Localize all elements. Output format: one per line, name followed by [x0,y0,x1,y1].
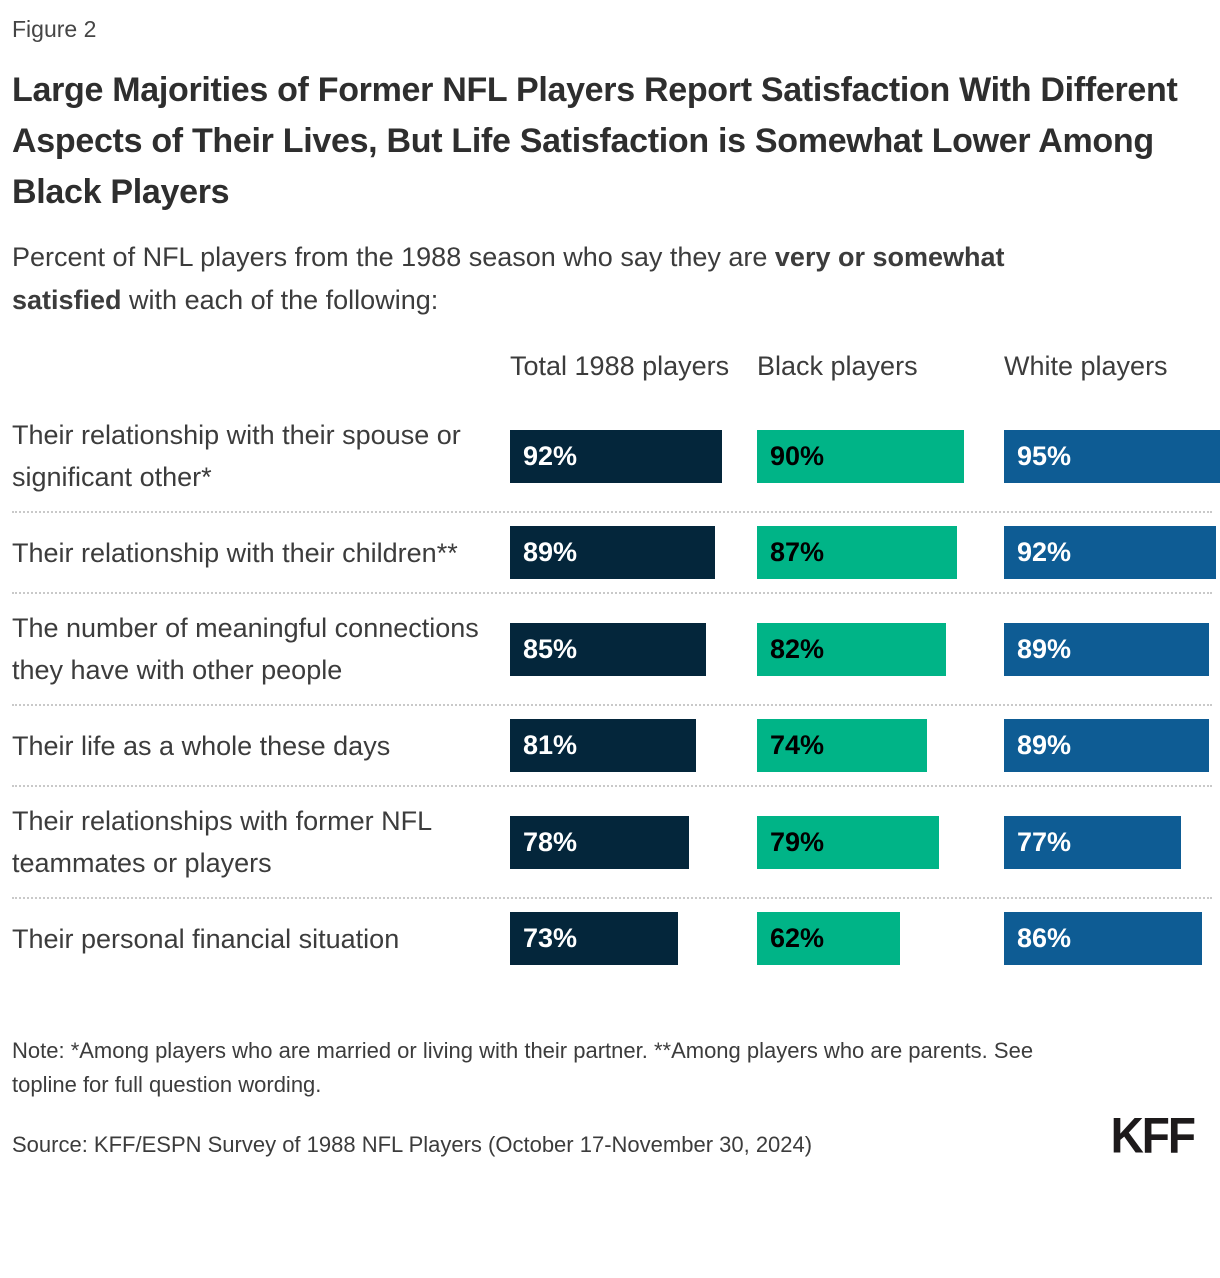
column-header-total-players: Total 1988 players [510,351,730,381]
bar-white-players: 95% [1004,429,1220,483]
bar-cell-total-players: 85% [510,622,740,676]
bar-value-label: 89% [523,537,578,567]
bar-black-players: 79% [757,815,939,869]
footnote: Note: *Among players who are married or … [12,1038,1034,1097]
kff-logo: KFF [1110,1106,1196,1164]
row-label: Their life as a whole these days [12,730,391,761]
bar-value-label: 79% [770,826,825,857]
bar-white-players: 92% [1004,526,1216,579]
bar-cell-white-players: 92% [1004,526,1220,579]
row-label: Their relationships with former NFL team… [12,806,432,878]
bar-value-label: 81% [523,730,578,760]
chart-subtitle: Percent of NFL players from the 1988 sea… [12,236,1112,322]
bar-cell-white-players: 95% [1004,429,1220,483]
bar-white-players: 77% [1004,815,1182,869]
bar-value-label: 86% [1017,923,1072,953]
source-row: Source: KFF/ESPN Survey of 1988 NFL Play… [12,1106,1212,1164]
bar-black-players: 62% [757,912,900,965]
bar-cell-total-players: 92% [510,429,740,483]
row-label: Their relationship with their children** [12,537,458,568]
bar-value-label: 74% [770,730,825,760]
bar-value-label: 78% [523,826,578,857]
bar-black-players: 87% [757,526,958,579]
bar-value-label: 89% [1017,730,1072,760]
table-row: Their relationship with their spouse or … [12,401,1220,511]
column-headers: Total 1988 players Black players White p… [12,348,1212,387]
bar-value-label: 92% [523,440,578,471]
bar-total-players: 89% [510,526,715,579]
bar-cell-white-players: 89% [1004,719,1220,772]
bar-cell-black-players: 79% [757,815,987,869]
bar-black-players: 90% [757,429,964,483]
row-label: Their personal financial situation [12,923,400,954]
bar-value-label: 62% [770,923,825,953]
bar-white-players: 86% [1004,912,1202,965]
subtitle-prefix: Percent of NFL players from the 1988 sea… [12,242,775,272]
chart-rows: Their relationship with their spouse or … [12,401,1220,978]
bar-value-label: 89% [1017,633,1072,664]
bar-cell-white-players: 86% [1004,912,1220,965]
column-header-black-players: Black players [757,351,918,381]
figure-label: Figure 2 [12,16,97,42]
bar-cell-total-players: 81% [510,719,740,772]
table-row: Their personal financial situation 73% 6… [12,897,1212,978]
table-row: Their life as a whole these days 81% 74%… [12,704,1212,785]
bar-cell-black-players: 74% [757,719,987,772]
page-title: Large Majorities of Former NFL Players R… [12,71,1178,211]
bar-cell-black-players: 90% [757,429,987,483]
bar-white-players: 89% [1004,719,1209,772]
bar-value-label: 73% [523,923,578,953]
bar-cell-white-players: 89% [1004,622,1220,676]
table-row: Their relationship with their children**… [12,511,1216,592]
bar-total-players: 78% [510,815,690,869]
source-text: Source: KFF/ESPN Survey of 1988 NFL Play… [12,1132,813,1157]
bar-white-players: 89% [1004,622,1209,676]
bar-cell-black-players: 82% [757,622,987,676]
bar-total-players: 73% [510,912,678,965]
subtitle-suffix: with each of the following: [121,285,439,315]
bar-cell-black-players: 62% [757,912,987,965]
bar-total-players: 81% [510,719,697,772]
bar-cell-total-players: 73% [510,912,740,965]
bar-cell-total-players: 78% [510,815,740,869]
bar-value-label: 95% [1017,440,1072,471]
row-label: Their relationship with their spouse or … [12,420,461,492]
bar-cell-black-players: 87% [757,526,987,579]
bar-black-players: 74% [757,719,928,772]
bar-black-players: 82% [757,622,946,676]
bar-value-label: 85% [523,633,578,664]
row-label: The number of meaningful connections the… [12,613,479,685]
bar-value-label: 82% [770,633,825,664]
subtitle-bold: very or somewhat satisfied [12,242,1005,315]
bar-value-label: 92% [1017,537,1072,567]
bar-value-label: 77% [1017,826,1072,857]
column-header-white-players: White players [1004,351,1168,381]
bar-cell-total-players: 89% [510,526,740,579]
bar-total-players: 85% [510,622,706,676]
bar-cell-white-players: 77% [1004,815,1220,869]
bar-total-players: 92% [510,429,722,483]
bar-value-label: 87% [770,537,825,567]
table-row: The number of meaningful connections the… [12,592,1212,704]
bar-value-label: 90% [770,440,825,471]
table-row: Their relationships with former NFL team… [12,785,1212,897]
